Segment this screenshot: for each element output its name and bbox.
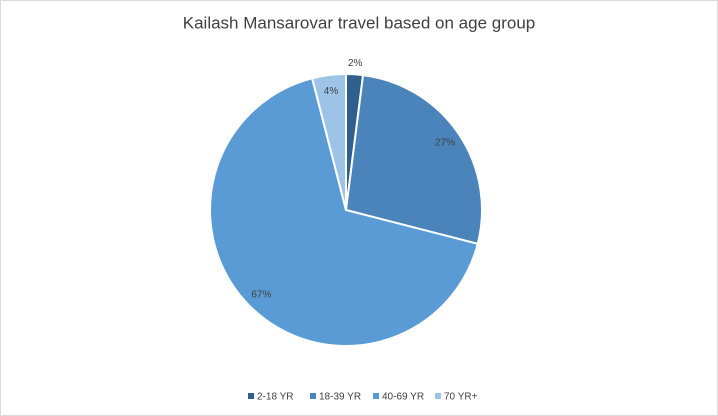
legend-swatch bbox=[435, 393, 441, 399]
pie-slice bbox=[310, 72, 347, 211]
data-label: 4% bbox=[324, 86, 339, 97]
legend-swatch bbox=[310, 393, 316, 399]
legend-label: 18-39 YR bbox=[319, 392, 361, 403]
data-label: 67% bbox=[251, 289, 271, 300]
legend-label: 2-18 YR bbox=[257, 392, 294, 403]
data-label: 27% bbox=[435, 137, 455, 148]
legend-swatch bbox=[248, 393, 254, 399]
legend-swatch bbox=[373, 393, 379, 399]
data-label: 2% bbox=[348, 58, 363, 69]
pie-slice bbox=[344, 73, 483, 246]
legend-label: 40-69 YR bbox=[382, 392, 424, 403]
pie-slice bbox=[209, 77, 479, 347]
chart-title: Kailash Mansarovar travel based on age g… bbox=[183, 13, 536, 32]
legend-label: 70 YR+ bbox=[444, 392, 478, 403]
